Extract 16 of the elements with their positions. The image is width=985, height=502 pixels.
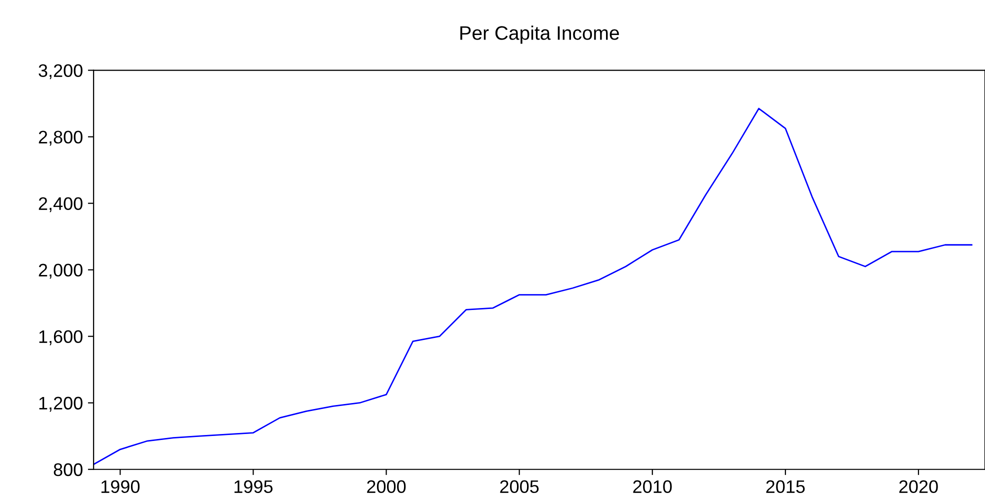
x-tick-label: 2005 — [500, 480, 539, 494]
x-tick-label: 2010 — [633, 480, 672, 494]
x-tick-label: 1990 — [101, 480, 140, 494]
y-tick-label: 800 — [54, 463, 82, 476]
y-tick-label: 2,400 — [38, 197, 82, 212]
y-tick-label: 3,200 — [38, 64, 82, 80]
y-tick-label: 1,600 — [39, 330, 82, 346]
chart-title: Per Capita Income — [460, 26, 619, 44]
x-tick-label: 2020 — [899, 480, 938, 494]
line-series — [94, 108, 972, 466]
x-tick-label: 2015 — [766, 480, 805, 494]
x-tick-label: 2000 — [367, 480, 406, 494]
y-tick-label: 2,000 — [38, 264, 82, 279]
y-tick-label: 2,800 — [38, 130, 82, 146]
x-tick-label: 1995 — [234, 480, 273, 494]
y-tick-label: 1,200 — [39, 396, 82, 412]
